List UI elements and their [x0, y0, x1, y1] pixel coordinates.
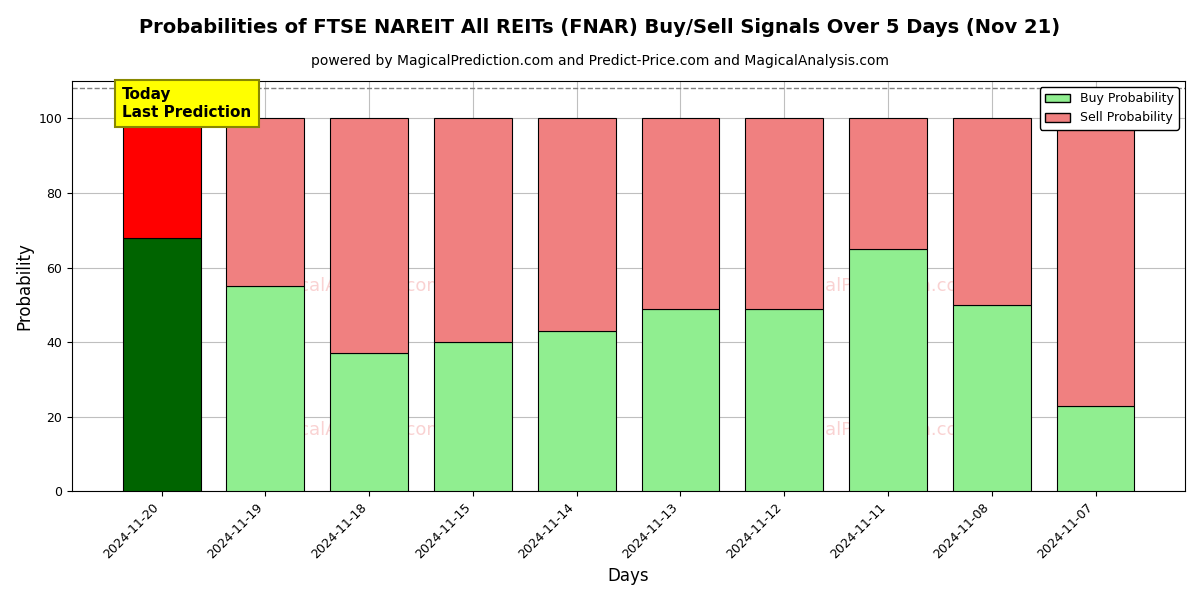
- Bar: [330, 118, 408, 353]
- Bar: [330, 353, 408, 491]
- Bar: [122, 238, 200, 491]
- Bar: [953, 118, 1031, 305]
- Bar: [745, 308, 823, 491]
- Bar: [538, 118, 616, 331]
- Bar: [642, 118, 719, 308]
- Bar: [850, 118, 926, 249]
- Text: powered by MagicalPrediction.com and Predict-Price.com and MagicalAnalysis.com: powered by MagicalPrediction.com and Pre…: [311, 54, 889, 68]
- X-axis label: Days: Days: [607, 567, 649, 585]
- Text: MagicalPrediction.com: MagicalPrediction.com: [772, 277, 974, 295]
- Y-axis label: Probability: Probability: [16, 242, 34, 330]
- Text: MagicalPrediction.com: MagicalPrediction.com: [772, 421, 974, 439]
- Bar: [850, 249, 926, 491]
- Bar: [745, 118, 823, 308]
- Text: Probabilities of FTSE NAREIT All REITs (FNAR) Buy/Sell Signals Over 5 Days (Nov : Probabilities of FTSE NAREIT All REITs (…: [139, 18, 1061, 37]
- Text: Today
Last Prediction: Today Last Prediction: [122, 87, 252, 119]
- Bar: [538, 331, 616, 491]
- Text: MagicalAnalysis.com: MagicalAnalysis.com: [257, 421, 444, 439]
- Bar: [434, 118, 512, 342]
- Bar: [1056, 406, 1134, 491]
- Bar: [227, 118, 305, 286]
- Bar: [122, 118, 200, 238]
- Bar: [642, 308, 719, 491]
- Bar: [227, 286, 305, 491]
- Bar: [434, 342, 512, 491]
- Text: MagicalAnalysis.com: MagicalAnalysis.com: [257, 277, 444, 295]
- Bar: [1056, 118, 1134, 406]
- Bar: [953, 305, 1031, 491]
- Legend: Buy Probability, Sell Probability: Buy Probability, Sell Probability: [1040, 87, 1178, 130]
